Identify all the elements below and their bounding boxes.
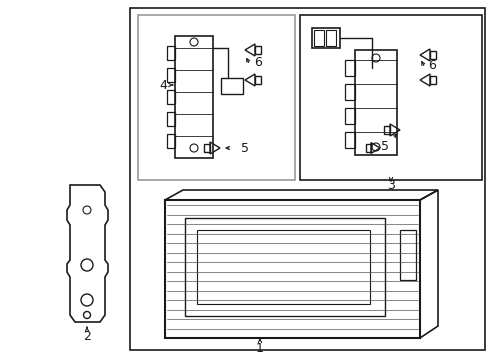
Bar: [313, 30, 324, 46]
Text: 6: 6: [427, 59, 435, 72]
Bar: [399, 230, 415, 280]
Text: 3: 3: [386, 179, 394, 192]
Bar: [138, 15, 294, 180]
Bar: [221, 78, 243, 94]
Text: 6: 6: [254, 55, 262, 68]
Bar: [429, 76, 435, 84]
Bar: [299, 15, 481, 180]
Bar: [365, 144, 370, 152]
Bar: [164, 200, 419, 338]
Text: 4: 4: [159, 78, 166, 91]
Bar: [254, 76, 261, 84]
Text: 5: 5: [380, 140, 388, 153]
Bar: [184, 218, 384, 316]
Bar: [429, 51, 435, 59]
Text: 5: 5: [241, 141, 248, 154]
Bar: [325, 30, 335, 46]
Text: 2: 2: [83, 330, 91, 343]
Bar: [383, 126, 389, 134]
Text: 1: 1: [256, 342, 264, 356]
Bar: [254, 46, 261, 54]
Bar: [311, 28, 339, 48]
Bar: [130, 8, 484, 350]
Bar: [203, 144, 209, 152]
Bar: [197, 230, 369, 304]
